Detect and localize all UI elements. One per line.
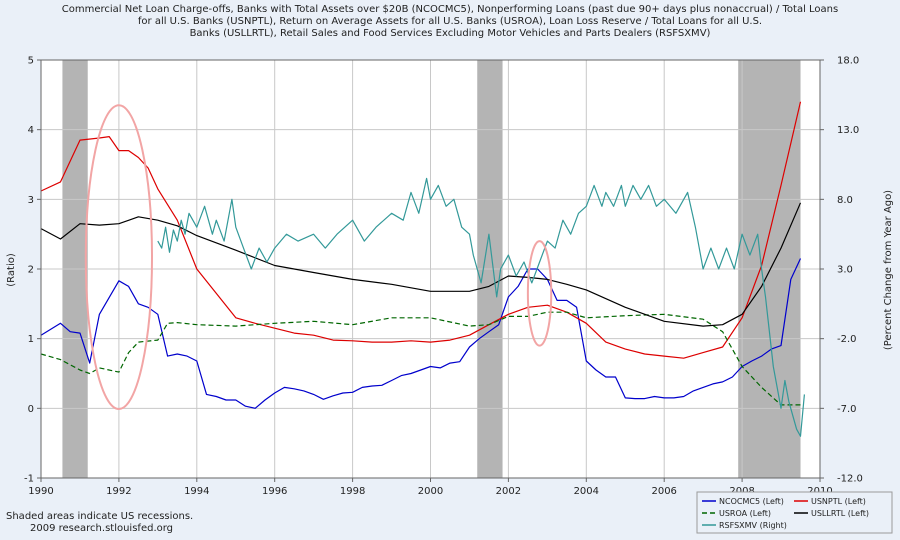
legend-label-usnptl: USNPTL (Left) [811, 497, 866, 506]
series-line-usllrtl [40, 202, 802, 327]
x-tick-label-2000: 2000 [418, 486, 443, 497]
x-tick-label-1998: 1998 [340, 486, 365, 497]
title-line-3: Banks (USLLRTL), Retail Sales and Food S… [190, 28, 711, 39]
y-left-tick-label-2: 1 [28, 334, 34, 345]
series-line-usnptl [40, 101, 802, 359]
x-tick-label-1994: 1994 [184, 486, 209, 497]
footer-note: Shaded areas indicate US recessions. 200… [6, 511, 193, 534]
series-line-usroa [40, 311, 801, 406]
annotation-ellipses [84, 104, 553, 411]
y-left-tick-label-4: 3 [28, 195, 34, 206]
y-right-tick-label-4: 8.0 [837, 195, 853, 206]
legend-label-ncocmc5: NCOCMC5 (Left) [719, 497, 784, 506]
title-line-1: Commercial Net Loan Charge-offs, Banks w… [62, 4, 838, 15]
title-line-2: for all U.S. Banks (USNPTL), Return on A… [138, 16, 762, 27]
y-axis-right-ticks: -12.0 -7.0 -2.0 3.0 8.0 13.0 18.0 [820, 56, 863, 485]
legend: NCOCMC5 (Left) USNPTL (Left) USROA (Left… [696, 491, 893, 534]
y-left-tick-label-5: 4 [28, 125, 34, 136]
legend-label-rsfsxmv: RSFSXMV (Right) [719, 521, 787, 530]
y-right-tick-label-2: -2.0 [837, 334, 857, 345]
legend-label-usllrtl: USLLRTL (Left) [811, 509, 869, 518]
x-tick-label-2002: 2002 [496, 486, 521, 497]
x-tick-label-1992: 1992 [106, 486, 131, 497]
gridlines [41, 60, 820, 478]
y-axis-left-label: (Ratio) [6, 253, 17, 287]
y-left-tick-label-0: -1 [24, 474, 34, 485]
y-left-tick-label-3: 2 [28, 265, 34, 276]
series-lines [40, 101, 805, 437]
series-line-ncocmc5 [40, 258, 802, 409]
x-tick-label-2004: 2004 [574, 486, 599, 497]
y-left-tick-label-6: 5 [28, 56, 34, 67]
y-right-tick-label-5: 13.0 [837, 125, 859, 136]
x-tick-label-1990: 1990 [28, 486, 53, 497]
legend-label-usroa: USROA (Left) [719, 509, 771, 518]
y-right-tick-label-0: -12.0 [837, 474, 863, 485]
highlight-ellipse-1 [84, 104, 154, 411]
y-axis-right-label: (Percent Change from Year Ago) [883, 190, 894, 350]
x-tick-label-2006: 2006 [651, 486, 676, 497]
highlight-ellipse-2 [526, 240, 553, 347]
series-line-rsfsxmv [157, 177, 805, 437]
y-left-tick-label-1: 0 [28, 404, 34, 415]
chart-title: Commercial Net Loan Charge-offs, Banks w… [62, 4, 838, 39]
y-right-tick-label-6: 18.0 [837, 56, 859, 67]
footer-line-2: 2009 research.stlouisfed.org [30, 523, 173, 534]
x-tick-label-1996: 1996 [262, 486, 287, 497]
footer-line-1: Shaded areas indicate US recessions. [6, 511, 193, 522]
y-axis-left-ticks: -1 0 1 2 3 4 5 [24, 56, 41, 485]
y-right-tick-label-1: -7.0 [837, 404, 857, 415]
y-right-tick-label-3: 3.0 [837, 265, 853, 276]
